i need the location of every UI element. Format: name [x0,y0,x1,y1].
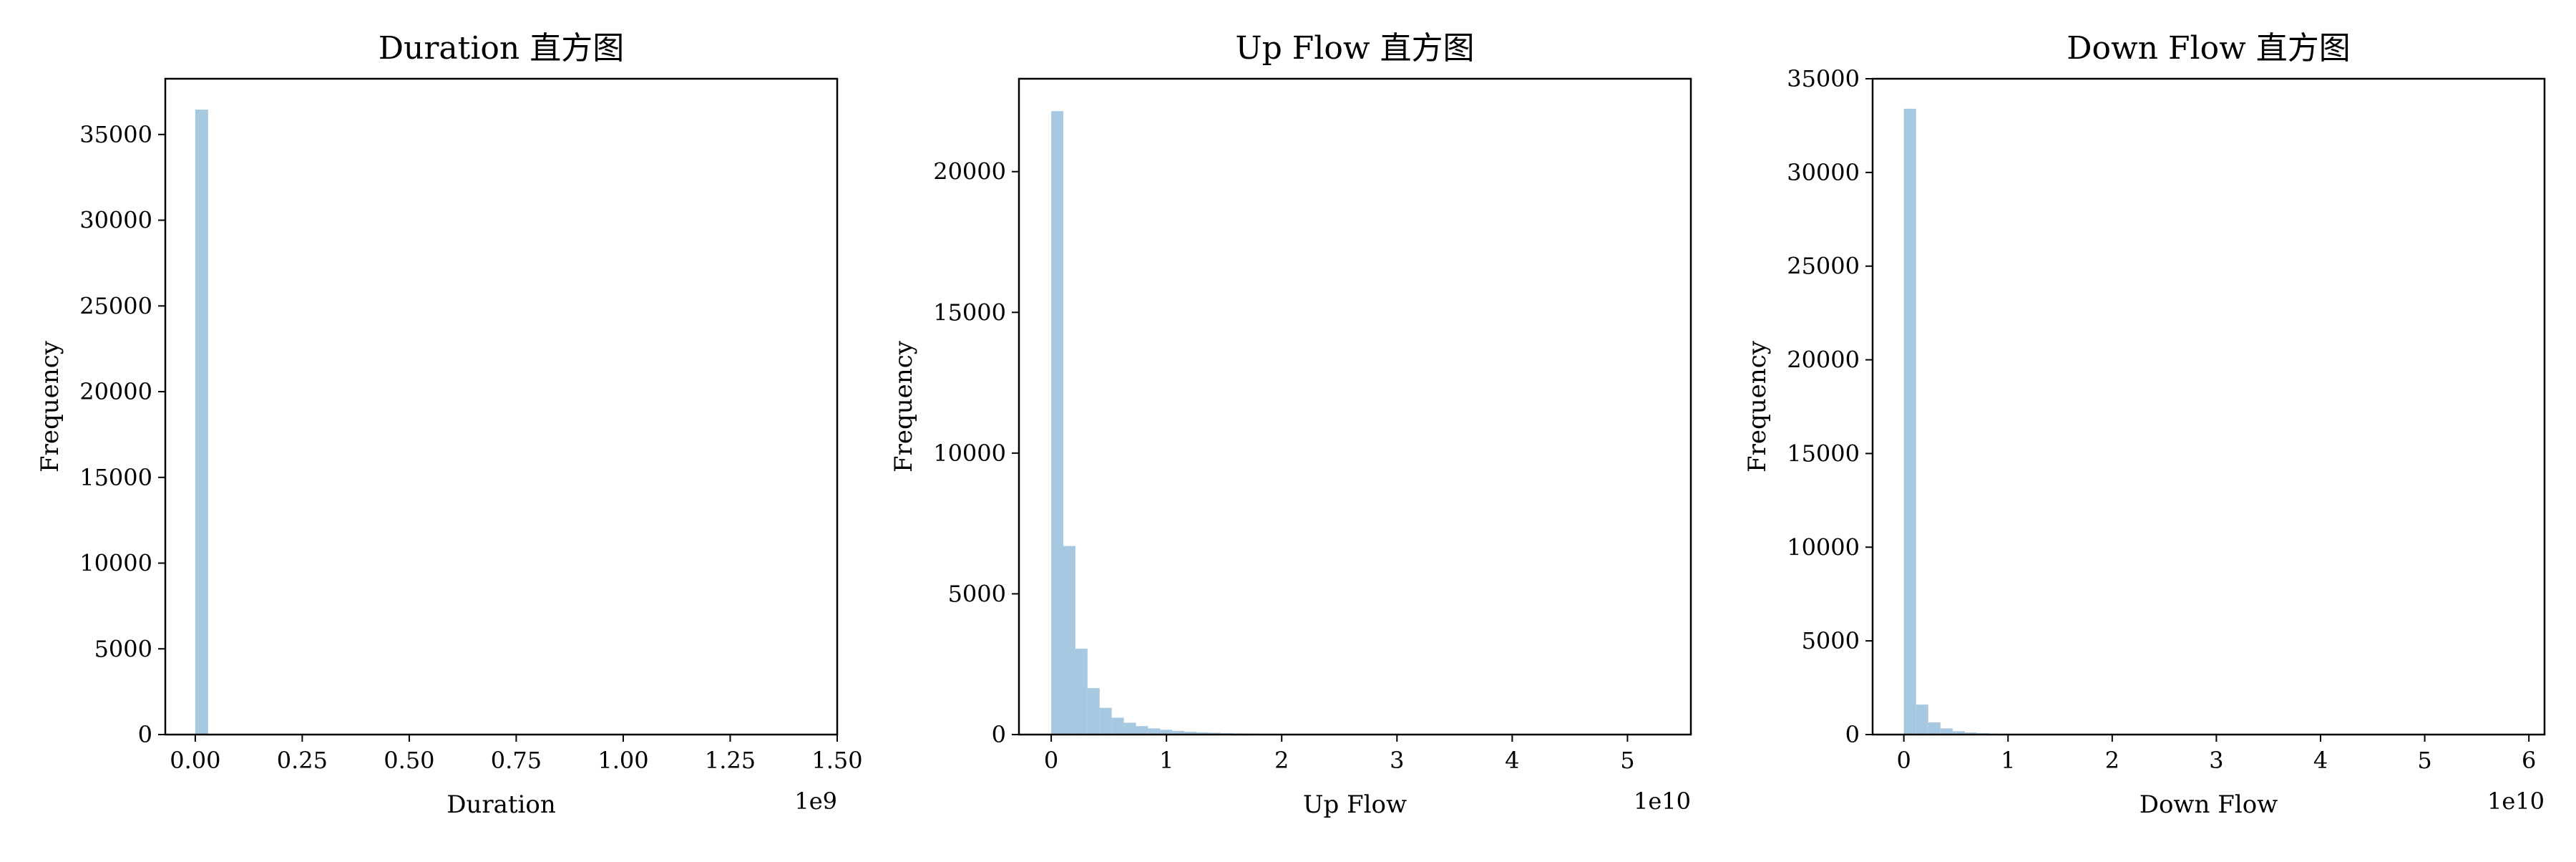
histogram-bar [1075,649,1088,735]
histogram-bar [1904,109,1916,735]
x-tick-label: 0.50 [384,747,434,774]
y-axis-label: Frequency [36,340,64,473]
x-axis-label: Duration [447,790,556,819]
y-tick-label: 0 [138,721,152,748]
y-tick-label: 10000 [1787,533,1860,561]
histogram-bar [1088,688,1100,735]
x-tick-label: 5 [2417,747,2431,774]
histogram-bar [1136,726,1148,735]
y-axis-label: Frequency [1743,340,1772,473]
x-tick-label: 0.00 [170,747,220,774]
chart-title: Down Flow 直方图 [2067,30,2351,67]
histogram-bar [1916,704,1928,735]
y-tick-label: 15000 [1787,440,1860,467]
chart-title: Duration 直方图 [379,30,624,67]
x-tick-label: 1 [2001,747,2015,774]
x-tick-label: 0 [1044,747,1058,774]
x-tick-label: 4 [2313,747,2328,774]
y-tick-label: 5000 [948,580,1006,607]
y-tick-label: 10000 [933,440,1006,467]
x-tick-label: 1.00 [597,747,648,774]
histogram-bar [1063,546,1075,735]
y-tick-label: 35000 [1787,65,1860,92]
x-tick-label: 5 [1620,747,1634,774]
x-tick-label: 0.75 [491,747,542,774]
y-tick-label: 30000 [1787,159,1860,186]
axes-frame [1019,79,1691,735]
y-tick-label: 5000 [94,635,152,662]
x-axis-label: Up Flow [1303,790,1407,819]
y-axis-label: Frequency [889,340,918,473]
axes-frame [165,79,837,735]
x-tick-label: 0 [1896,747,1911,774]
y-tick-label: 20000 [79,378,152,405]
x-axis-offset-label: 1e10 [1634,788,1691,815]
x-tick-label: 6 [2522,747,2536,774]
y-tick-label: 30000 [79,207,152,234]
y-tick-label: 0 [1845,721,1860,748]
x-axis-offset-label: 1e10 [2487,788,2545,815]
y-tick-label: 25000 [1787,253,1860,280]
y-tick-label: 20000 [933,158,1006,185]
histogram-bar [1148,728,1160,735]
x-tick-label: 4 [1505,747,1519,774]
histogram-panel-3: 0 1 2 3 4 5 6 0 5000 10000 15000 20000 25000 30000 350… [1743,30,2545,819]
histogram-bar [1100,708,1112,735]
histogram-panel-1: 0.00 0.25 0.50 0.75 1.00 1.25 1.50 0 5000 10000 15… [36,30,863,819]
chart-title: Up Flow 直方图 [1236,30,1475,67]
y-tick-label: 20000 [1787,347,1860,374]
y-tick-label: 10000 [79,550,152,577]
histogram-panel-2: 0 1 2 3 4 5 0 5000 10000 15000 20000 Up Flow 直方图 Up … [889,30,1691,819]
histogram-bar [1124,722,1136,735]
histogram-bar [1928,722,1941,735]
y-tick-label: 35000 [79,121,152,148]
y-tick-label: 0 [992,721,1006,748]
x-tick-label: 0.25 [277,747,328,774]
histogram-bar [1112,717,1124,735]
y-tick-label: 25000 [79,292,152,319]
x-tick-label: 1.25 [705,747,756,774]
y-tick-label: 15000 [79,464,152,491]
x-tick-label: 1 [1159,747,1174,774]
x-tick-label: 2 [1274,747,1289,774]
x-axis-label: Down Flow [2140,790,2278,819]
y-tick-label: 15000 [933,299,1006,326]
x-tick-label: 1.50 [811,747,862,774]
x-axis-offset-label: 1e9 [794,788,837,815]
histogram-bar [195,110,208,735]
axes-frame [1873,79,2545,735]
x-tick-label: 2 [2105,747,2119,774]
y-tick-label: 5000 [1802,627,1860,654]
x-tick-label: 3 [1390,747,1404,774]
histogram-bar [1051,111,1063,735]
histogram-bar [1941,728,1953,735]
x-tick-label: 3 [2209,747,2223,774]
